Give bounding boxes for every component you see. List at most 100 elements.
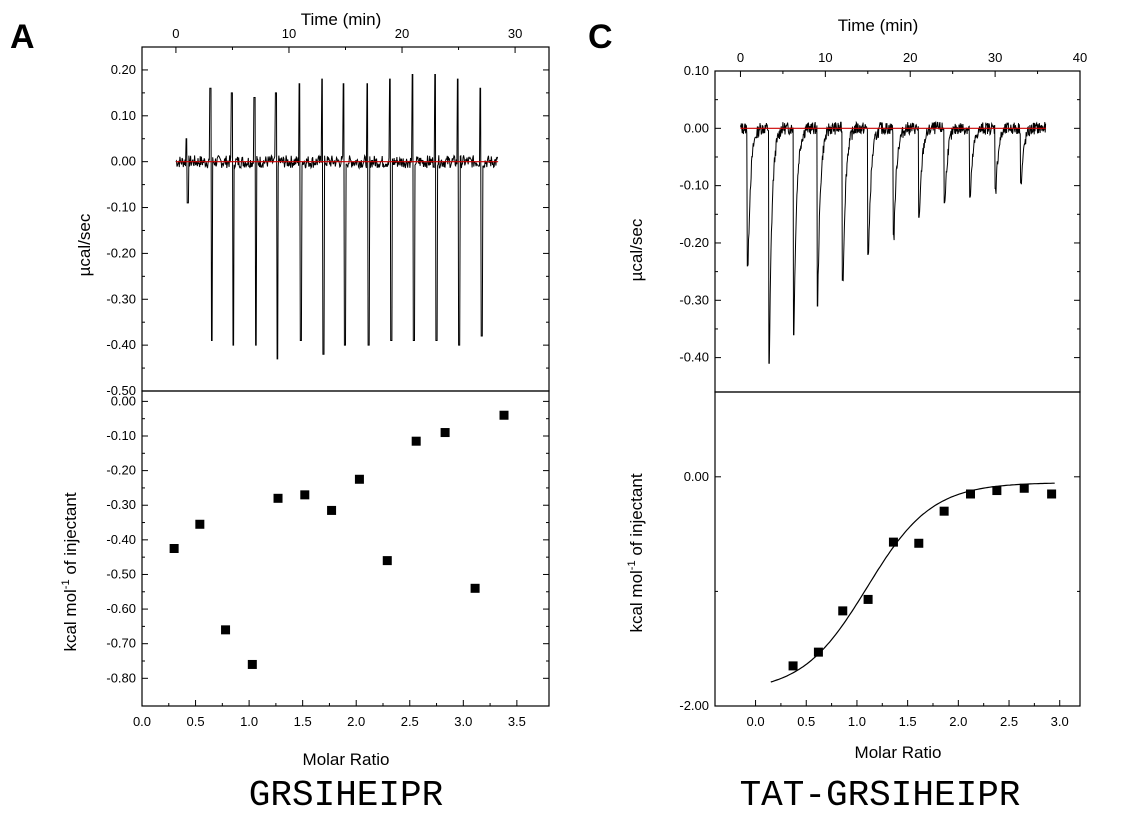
panel-c-bottom-xlabel: Molar Ratio [855, 743, 942, 762]
panel-a-top-xtick-label: 20 [395, 26, 409, 41]
panel-c-bottom-data-point [1019, 483, 1029, 493]
panel-a-top-ytick-label: -0.30 [106, 291, 136, 306]
panel-c-binding-isotherm: 0.0 0.5 1.0 1.5 2.0 2.5 3.0 0.00 -2.00 [679, 391, 1081, 729]
panel-a-bottom-ylabel-main: kcal mol [61, 589, 80, 651]
panel-c-top-ytick-label: -0.20 [679, 235, 709, 250]
panel-c-bottom-data-point [966, 489, 975, 499]
panel-a-bottom-data-point [440, 428, 450, 438]
panel-a-top-ytick-label: 0.20 [111, 62, 136, 77]
panel-a-bottom-data-point [470, 583, 480, 593]
panel-c-bottom-ylabel-tail: of injectant [627, 473, 646, 560]
panel-c-bottom-data-point [914, 538, 924, 548]
panel-a-bottom-data-point [300, 490, 310, 500]
panel-a-bottom-xtick-label: 3.0 [454, 714, 472, 729]
panel-a-bottom-data-point [247, 659, 257, 669]
panel-c-bottom-xtick-label: 2.0 [949, 714, 967, 729]
panel-a-bottom-xtick-label: 2.5 [401, 714, 419, 729]
panel-c-bottom-data-point [813, 647, 823, 657]
panel-a-bottom-data-point [327, 505, 337, 515]
panel-c-top-ytick-label: 0.00 [684, 120, 709, 135]
panel-a-bottom-ytick-label: -0.40 [106, 532, 136, 547]
panel-c-bottom-ytick-label: -2.00 [679, 698, 709, 713]
panel-c-bottom-xtick-label: 1.5 [899, 714, 917, 729]
panel-c-bottom-xtick-label: 1.0 [848, 714, 866, 729]
panel-a-top-xlabel: Time (min) [301, 10, 382, 29]
panel-c-top-xtick-label: 10 [818, 50, 832, 65]
panel-a-bottom-xtick-label: 0.5 [187, 714, 205, 729]
panel-a-bottom-ytick-label: -0.50 [106, 566, 136, 581]
panel-c-bottom-ytick-label: 0.00 [684, 469, 709, 484]
panel-c-top-xtick-label: 0 [737, 50, 744, 65]
panel-a-top-trace [175, 74, 499, 360]
panel-a-top-ytick-label: -0.10 [106, 200, 136, 215]
panel-a-bottom-ylabel: kcal mol-1 of injectant [60, 492, 80, 651]
panel-c-top-ylabel: µcal/sec [627, 218, 646, 281]
panel-c-top-xtick-label: 20 [903, 50, 917, 65]
panel-a-top-ytick-label: 0.10 [111, 108, 136, 123]
panel-a-bottom-data-point [411, 436, 421, 446]
panel-a-bottom-data-point [354, 474, 364, 484]
panel-a-thermogram: 0 10 20 30 0.20 0.10 0.00 -0.10 -0.20 -0.30 -0.40 -… [106, 26, 550, 398]
panel-c-top-ytick-label: -0.40 [679, 350, 709, 365]
panel-c-bottom-xtick-label: 0.0 [747, 714, 765, 729]
panel-c-bottom-fit-curve [770, 482, 1055, 683]
panel-c-top-ytick-label: 0.10 [684, 63, 709, 78]
panel-c-bottom-data-point [992, 486, 1002, 496]
panel-a-top-xtick-label: 10 [282, 26, 296, 41]
panel-c-bottom-data-point [939, 506, 949, 516]
panel-a-top-ytick-label: -0.50 [106, 383, 136, 398]
panel-a-bottom-ytick-label: -0.10 [106, 428, 136, 443]
panel-c-caption: TAT-GRSIHEIPR [740, 775, 1021, 814]
panel-a-bottom-ytick-label: -0.20 [106, 463, 136, 478]
panel-c-top-ytick-label: -0.30 [679, 292, 709, 307]
panel-c-bottom-ylabel: kcal mol-1 of injectant [626, 473, 646, 632]
panel-c-top-xlabel: Time (min) [838, 16, 919, 35]
panel-a-bottom-xtick-label: 1.0 [240, 714, 258, 729]
panel-letter-c: C [588, 18, 613, 56]
panel-a-bottom-data-point [382, 556, 392, 566]
panel-a-top-ytick-label: -0.20 [106, 245, 136, 260]
panel-a-bottom-xlabel: Molar Ratio [303, 750, 390, 769]
panel-c-bottom-ylabel-sup: -1 [626, 560, 638, 570]
panel-c-bottom-xtick-label: 3.0 [1051, 714, 1069, 729]
panel-c-thermogram: 0 10 20 30 40 0.10 0.00 -0.10 -0.20 -0.30 -0.40 [679, 50, 1087, 393]
panel-a-top-ylabel: µcal/sec [75, 213, 94, 276]
panel-a-bottom-ytick-label: -0.80 [106, 670, 136, 685]
panel-c-bottom-data-point [838, 606, 848, 616]
panel-a-bottom-ytick-label: -0.30 [106, 497, 136, 512]
panel-a-top-ytick-label: -0.40 [106, 337, 136, 352]
panel-c-top-xtick-label: 30 [988, 50, 1002, 65]
panel-a-bottom-xtick-label: 3.5 [508, 714, 526, 729]
panel-c-bottom-data-point [1047, 489, 1057, 499]
panel-a-bottom-data-point [221, 625, 231, 635]
panel-a-bottom-ytick-label: -0.60 [106, 601, 136, 616]
panel-a-bottom-frame [141, 390, 550, 707]
panel-c-top-xtick-label: 40 [1073, 50, 1087, 65]
panel-c-bottom-xtick-label: 0.5 [797, 714, 815, 729]
panel-a-bottom-data-point [273, 493, 283, 503]
panel-c-top-ytick-label: -0.10 [679, 178, 709, 193]
panel-a-top-xtick-label: 30 [508, 26, 522, 41]
panel-a-binding-isotherm: 0.0 0.5 1.0 1.5 2.0 2.5 3.0 3.5 0.00 -0.10 -0.20 -0… [106, 390, 550, 729]
panel-a-bottom-data-point [169, 544, 179, 553]
panel-c-bottom-ylabel-main: kcal mol [627, 570, 646, 632]
panel-a-bottom-data-point [195, 519, 205, 529]
panel-c-bottom-data-point [888, 537, 898, 547]
panel-a-bottom-ytick-label: -0.70 [106, 636, 136, 651]
panel-c-bottom-frame [714, 391, 1081, 707]
panel-a-top-ytick-label: 0.00 [111, 154, 136, 169]
panel-letter-a: A [10, 18, 35, 56]
panel-c-bottom-data-point [863, 594, 873, 604]
panel-a-bottom-xtick-label: 1.5 [294, 714, 312, 729]
panel-a-bottom-ylabel-sup: -1 [60, 579, 72, 589]
panel-a-bottom-xtick-label: 2.0 [347, 714, 365, 729]
panel-a-bottom-data-point [499, 410, 509, 420]
panel-a-bottom-ytick-label: 0.00 [111, 393, 136, 408]
panel-c-bottom-data-point [788, 661, 798, 671]
panel-a-bottom-xtick-label: 0.0 [133, 714, 151, 729]
panel-a-top-xtick-label: 0 [172, 26, 179, 41]
panel-a-caption: GRSIHEIPR [249, 775, 443, 814]
panel-c-bottom-xtick-label: 2.5 [1000, 714, 1018, 729]
panel-c-top-trace [740, 120, 1047, 364]
